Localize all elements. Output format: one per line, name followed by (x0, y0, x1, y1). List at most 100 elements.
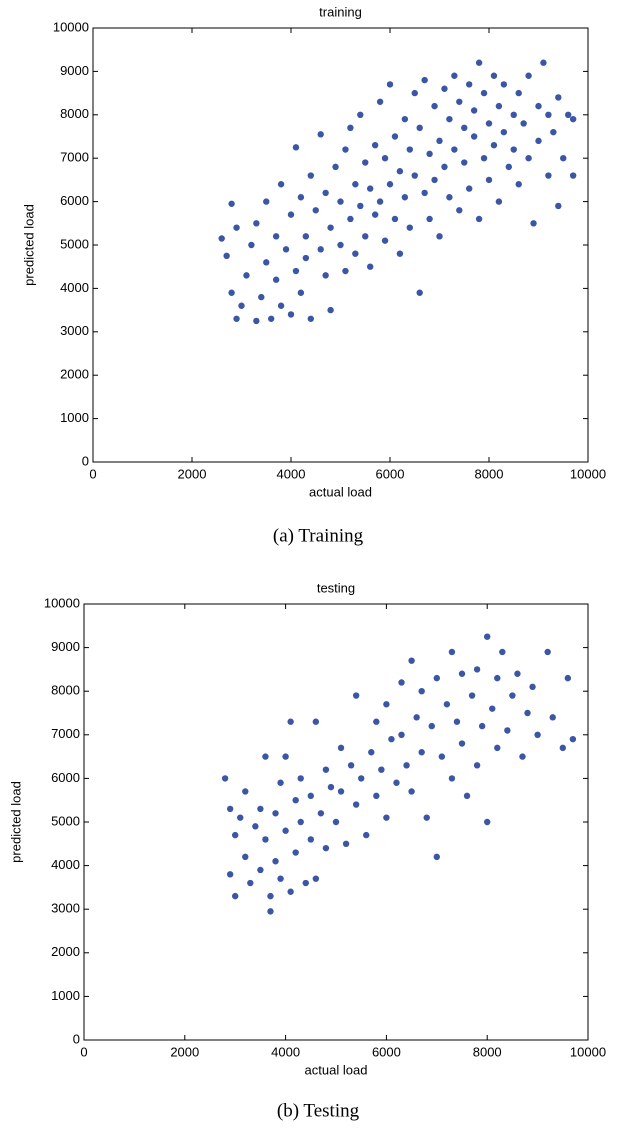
point (238, 302, 245, 309)
point (317, 246, 324, 253)
point (426, 215, 433, 223)
point (357, 202, 364, 210)
point (287, 211, 295, 218)
point (470, 133, 478, 140)
point (371, 141, 379, 149)
y-tick-label: 9000 (60, 63, 89, 78)
point (322, 272, 329, 279)
y-axis-label: predicted load (21, 204, 36, 286)
point (421, 76, 428, 84)
point (292, 797, 299, 804)
y-axis-label: predicted load (8, 781, 23, 863)
point (525, 155, 532, 162)
point (504, 727, 511, 734)
chart-title: testing (317, 580, 355, 595)
x-tick-label: 8000 (475, 466, 504, 481)
point (386, 181, 394, 188)
point (559, 744, 566, 752)
point (282, 753, 289, 760)
point (448, 775, 456, 782)
point (297, 289, 305, 296)
point (386, 81, 394, 88)
x-axis-label: actual load (309, 484, 372, 499)
point (485, 120, 493, 127)
point (401, 194, 409, 201)
point (441, 163, 448, 171)
y-tick-label: 1000 (60, 410, 89, 425)
point (272, 276, 280, 283)
point (253, 317, 260, 325)
point (475, 59, 483, 66)
point (426, 150, 433, 158)
point (342, 840, 350, 847)
point (242, 853, 249, 861)
point (411, 89, 418, 97)
point (268, 315, 275, 322)
point (362, 233, 369, 240)
point (312, 875, 320, 882)
point (470, 107, 478, 114)
point (252, 823, 259, 830)
point (307, 315, 314, 322)
point (499, 648, 506, 656)
x-tick-label: 6000 (372, 1044, 401, 1059)
point (560, 155, 567, 162)
point (478, 722, 486, 730)
y-tick-label: 6000 (51, 770, 80, 785)
y-tick-label: 0 (73, 1031, 80, 1046)
y-tick-label: 3000 (60, 323, 89, 338)
point (267, 892, 274, 900)
point (431, 176, 438, 184)
x-tick-label: 10000 (570, 466, 606, 481)
point (418, 749, 425, 756)
point (262, 836, 269, 843)
point (248, 241, 255, 249)
point (287, 311, 295, 318)
point (277, 875, 284, 882)
point (218, 235, 225, 242)
point (569, 735, 577, 743)
point (490, 141, 498, 149)
point (489, 705, 496, 712)
point (545, 111, 552, 119)
point (327, 783, 335, 791)
point (480, 89, 488, 97)
point (243, 272, 250, 279)
point (441, 85, 448, 92)
point (458, 670, 466, 677)
point (555, 94, 562, 101)
point (490, 72, 498, 79)
point (312, 718, 320, 725)
point (352, 801, 360, 808)
point (388, 735, 395, 743)
point (337, 241, 344, 249)
point (381, 237, 389, 244)
point (398, 731, 405, 738)
point (223, 252, 230, 260)
y-tick-label: 10000 (44, 595, 80, 610)
point (500, 128, 508, 136)
point (327, 224, 334, 231)
point (418, 688, 425, 695)
point (416, 124, 423, 132)
point (352, 250, 359, 257)
point (484, 633, 491, 640)
point (433, 674, 440, 682)
y-tick-label: 5000 (60, 236, 89, 251)
point (403, 762, 410, 769)
point (411, 172, 418, 179)
point (292, 849, 299, 856)
point (505, 163, 512, 171)
point (307, 792, 314, 800)
y-tick-label: 1000 (51, 988, 80, 1003)
y-tick-label: 2000 (60, 367, 89, 382)
point (509, 692, 516, 699)
point (292, 267, 300, 275)
point (263, 259, 270, 266)
point (297, 775, 304, 782)
point (463, 792, 471, 800)
point (307, 172, 314, 179)
point (357, 111, 364, 119)
point (253, 220, 260, 227)
point (456, 98, 463, 105)
